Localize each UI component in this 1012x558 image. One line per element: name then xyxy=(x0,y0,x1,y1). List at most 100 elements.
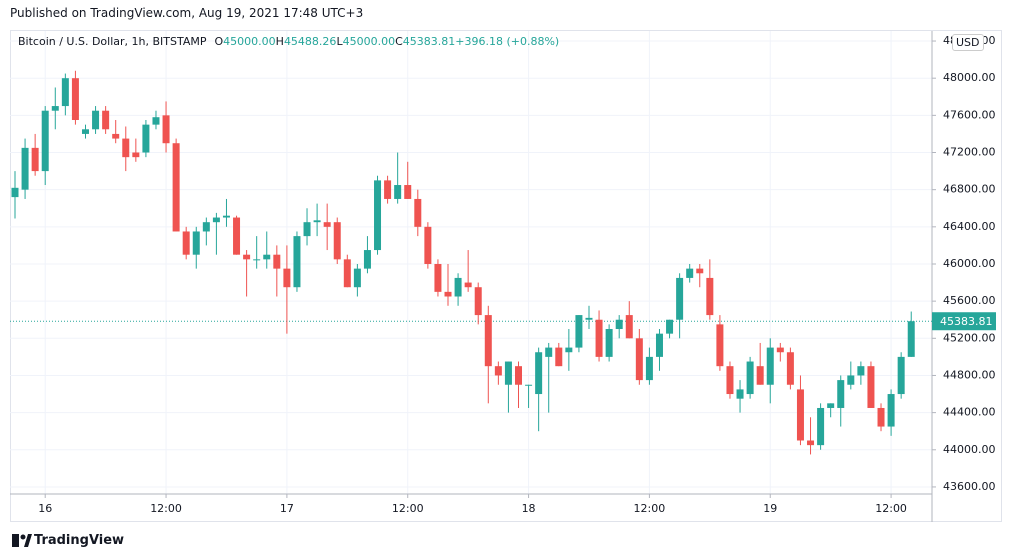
candle-body xyxy=(676,277,684,320)
candle-body xyxy=(585,317,593,320)
candle-body xyxy=(202,222,210,232)
x-tick-label: 12:00 xyxy=(634,502,666,515)
candle-body xyxy=(444,291,452,297)
candle-body xyxy=(243,254,251,260)
candle-body xyxy=(645,356,653,381)
candle-body xyxy=(172,143,180,232)
candle-body xyxy=(112,133,120,139)
ohlc-label: L xyxy=(336,35,343,48)
y-tick-label: 46800.00 xyxy=(943,183,996,196)
candle-body xyxy=(484,315,492,367)
candle-body xyxy=(555,347,563,367)
x-tick-label: 16 xyxy=(38,502,52,515)
candle-body xyxy=(625,315,633,339)
published-note: Published on TradingView.com, Aug 19, 20… xyxy=(10,6,364,20)
candle-body xyxy=(293,236,301,288)
candle-body xyxy=(41,110,49,172)
candle-body xyxy=(414,198,422,227)
x-tick-label: 12:00 xyxy=(150,502,182,515)
ohlc-value: 45383.81 xyxy=(402,35,456,48)
candle-body xyxy=(716,324,724,367)
y-tick-label: 46400.00 xyxy=(943,220,996,233)
y-tick-label: 44000.00 xyxy=(943,443,996,456)
candle-body xyxy=(897,356,905,395)
candle-body xyxy=(525,384,533,386)
x-tick-label: 17 xyxy=(280,502,294,515)
candle-body xyxy=(394,185,402,199)
candle-body xyxy=(424,226,432,264)
candle-body xyxy=(434,263,442,292)
candle-body xyxy=(404,185,412,199)
grid xyxy=(10,31,932,494)
y-tick-label: 48000.00 xyxy=(943,71,996,84)
candle-body xyxy=(343,259,351,288)
candle-body xyxy=(152,117,160,125)
y-tick-label: 44800.00 xyxy=(943,368,996,381)
candle-body xyxy=(887,394,895,427)
candle-body xyxy=(615,319,623,330)
ohlc-label: H xyxy=(275,35,284,48)
candle-body xyxy=(827,403,835,408)
candle-body xyxy=(122,138,130,158)
ohlc-label: O xyxy=(214,35,224,48)
candle-body xyxy=(253,259,261,261)
candle-body xyxy=(313,220,321,223)
candle-body xyxy=(776,347,784,353)
candle-body xyxy=(655,333,663,357)
candle-body xyxy=(766,347,774,385)
candle-body xyxy=(71,78,79,120)
candle-body xyxy=(565,347,573,353)
candle-body xyxy=(61,78,69,107)
candle-body xyxy=(867,366,875,408)
candle-body xyxy=(907,321,915,357)
ohlc-label: C xyxy=(395,35,403,48)
candle-body xyxy=(353,268,361,288)
candle-body xyxy=(817,407,825,446)
candle-body xyxy=(132,152,140,158)
candle-body xyxy=(756,366,764,385)
candle-body xyxy=(877,407,885,427)
candle-body xyxy=(51,106,59,111)
chart-frame xyxy=(10,30,1002,522)
candle-body xyxy=(686,268,694,278)
ohlc-value: 45000.00 xyxy=(342,35,396,48)
candle-body xyxy=(837,380,845,408)
candle-body xyxy=(454,277,462,297)
candle-body xyxy=(374,180,382,251)
candle-body xyxy=(363,250,371,269)
ohlc-value: 45488.26 xyxy=(283,35,337,48)
currency-button[interactable]: USD xyxy=(952,34,984,51)
candle-body xyxy=(726,366,734,395)
legend: Bitcoin / U.S. Dollar, 1h, BITSTAMP O4500… xyxy=(18,35,559,48)
candle-body xyxy=(323,222,331,227)
y-tick-label: 46000.00 xyxy=(943,257,996,270)
ohlc-value: 45000.00 xyxy=(223,35,276,48)
candle-body xyxy=(504,361,512,385)
candle-body xyxy=(857,366,865,376)
y-tick-label: 44400.00 xyxy=(943,406,996,419)
candle-body xyxy=(142,124,150,153)
candle-body xyxy=(21,147,29,190)
x-tick-label: 12:00 xyxy=(392,502,424,515)
candle-body xyxy=(847,375,855,385)
candle-body xyxy=(182,231,190,255)
candle-body xyxy=(212,217,220,223)
candle-body xyxy=(11,187,19,198)
logo xyxy=(12,534,32,547)
y-tick-label: 45200.00 xyxy=(943,331,996,344)
candle-body xyxy=(474,287,482,316)
candle-body xyxy=(545,347,553,357)
candle-body xyxy=(263,254,271,260)
candle-body xyxy=(384,180,392,199)
x-tick-label: 12:00 xyxy=(875,502,907,515)
candle-body xyxy=(706,277,714,316)
candle-body xyxy=(666,319,674,334)
y-tick-label: 47600.00 xyxy=(943,108,996,121)
candle-body xyxy=(535,352,543,395)
last-price-box xyxy=(932,312,996,331)
candle-body xyxy=(515,366,522,385)
candle-body xyxy=(746,361,754,395)
candle-body xyxy=(796,389,804,441)
